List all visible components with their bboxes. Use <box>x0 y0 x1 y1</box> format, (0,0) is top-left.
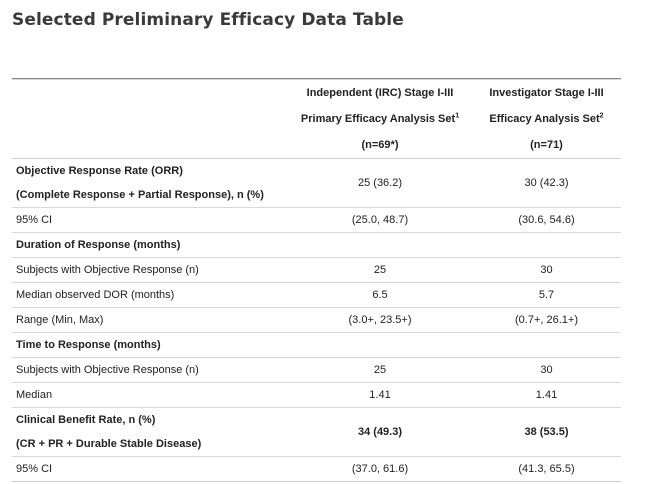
table-top-rule <box>12 78 621 80</box>
cell-col2: 30 (42.3) <box>472 158 621 208</box>
section-row: Duration of Response (months) <box>12 232 621 258</box>
table-row: Objective Response Rate (ORR) (Complete R… <box>12 158 621 208</box>
row-label: Median observed DOR (months) <box>12 282 288 308</box>
row-label: Range (Min, Max) <box>12 307 288 333</box>
cell-col1: 25 <box>288 257 472 283</box>
cell-col1: 25 (36.2) <box>288 158 472 208</box>
table-row: Median 1.41 1.41 <box>12 382 621 408</box>
header-empty-cell <box>12 106 288 132</box>
cell-col1: 1.41 <box>288 382 472 408</box>
col2-header-line2: Efficacy Analysis Set2 <box>489 112 604 125</box>
cell-col2: 1.41 <box>472 382 621 408</box>
row-label: Subjects with Objective Response (n) <box>12 357 288 383</box>
cell-col2: (30.6, 54.6) <box>472 207 621 233</box>
section-label-ttr: Time to Response (months) <box>12 332 621 358</box>
header-row-3: (n=69*) (n=71) <box>12 132 621 159</box>
row-label-cbr: Clinical Benefit Rate, n (%) (CR + PR + D… <box>12 407 288 457</box>
cell-col2: (41.3, 65.5) <box>472 456 621 482</box>
col1-header-line2: Primary Efficacy Analysis Set1 <box>300 112 460 125</box>
table-row: Range (Min, Max) (3.0+, 23.5+) (0.7+, 26… <box>12 307 621 333</box>
table-row: Clinical Benefit Rate, n (%) (CR + PR + D… <box>12 407 621 457</box>
efficacy-table: Independent (IRC) Stage I-III Investigat… <box>12 78 621 482</box>
row-label: 95% CI <box>12 207 288 233</box>
col1-header-n: (n=69*) <box>288 132 472 159</box>
row-label: Subjects with Objective Response (n) <box>12 257 288 283</box>
header-empty-cell <box>12 80 288 107</box>
header-row-1: Independent (IRC) Stage I-III Investigat… <box>12 80 621 107</box>
cell-col2: 5.7 <box>472 282 621 308</box>
page-title: Selected Preliminary Efficacy Data Table <box>12 10 404 30</box>
col1-header-line1: Independent (IRC) Stage I-III <box>306 87 454 99</box>
header-row-2: Primary Efficacy Analysis Set1 Efficacy … <box>12 106 621 132</box>
header-empty-cell <box>12 132 288 159</box>
col2-header-n: (n=71) <box>472 132 621 159</box>
section-label-dor: Duration of Response (months) <box>12 232 621 258</box>
cell-col1: (37.0, 61.6) <box>288 456 472 482</box>
table-row: Median observed DOR (months) 6.5 5.7 <box>12 282 621 308</box>
table-row: Subjects with Objective Response (n) 25 … <box>12 257 621 283</box>
table-row: 95% CI (37.0, 61.6) (41.3, 65.5) <box>12 456 621 482</box>
row-label: Median <box>12 382 288 408</box>
table-row: Subjects with Objective Response (n) 25 … <box>12 357 621 383</box>
cell-col1: (3.0+, 23.5+) <box>288 307 472 333</box>
row-label-orr: Objective Response Rate (ORR) (Complete R… <box>12 158 288 208</box>
cell-col2: 30 <box>472 357 621 383</box>
col2-footnote-ref: 2 <box>599 112 604 120</box>
table-row: 95% CI (25.0, 48.7) (30.6, 54.6) <box>12 207 621 233</box>
cell-col1: 6.5 <box>288 282 472 308</box>
cell-col2: (0.7+, 26.1+) <box>472 307 621 333</box>
col2-header-line1: Investigator Stage I-III <box>489 87 604 99</box>
section-row: Time to Response (months) <box>12 332 621 358</box>
cell-col1: 25 <box>288 357 472 383</box>
col1-footnote-ref: 1 <box>455 112 460 120</box>
cell-col2: 30 <box>472 257 621 283</box>
row-label: 95% CI <box>12 456 288 482</box>
cell-col1: (25.0, 48.7) <box>288 207 472 233</box>
cell-col2: 38 (53.5) <box>472 407 621 457</box>
cell-col1: 34 (49.3) <box>288 407 472 457</box>
